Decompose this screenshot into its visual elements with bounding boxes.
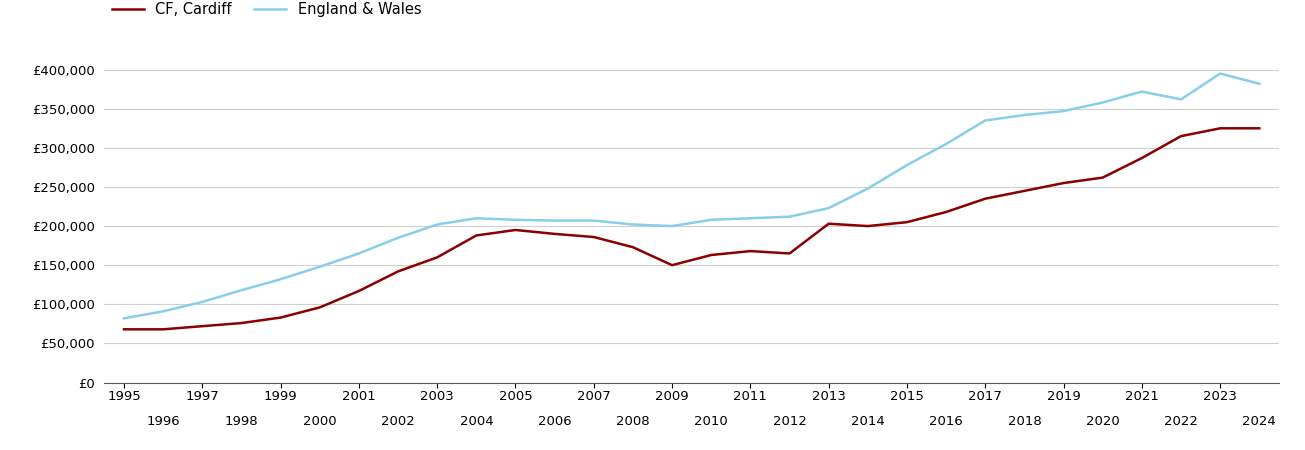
CF, Cardiff	[586, 234, 602, 240]
England & Wales	[1212, 71, 1228, 76]
CF, Cardiff	[547, 231, 562, 237]
Line: CF, Cardiff: CF, Cardiff	[124, 128, 1259, 329]
CF, Cardiff	[1173, 133, 1189, 139]
CF, Cardiff	[508, 227, 523, 233]
England & Wales	[390, 235, 406, 240]
England & Wales	[1017, 112, 1032, 118]
England & Wales	[1095, 100, 1111, 105]
England & Wales	[508, 217, 523, 222]
CF, Cardiff	[1212, 126, 1228, 131]
CF, Cardiff	[390, 269, 406, 274]
England & Wales	[273, 277, 288, 282]
England & Wales	[664, 223, 680, 229]
CF, Cardiff	[782, 251, 797, 256]
England & Wales	[155, 309, 171, 314]
CF, Cardiff	[1134, 155, 1150, 161]
England & Wales	[547, 218, 562, 223]
England & Wales	[234, 288, 249, 293]
England & Wales	[1056, 108, 1071, 114]
CF, Cardiff	[1251, 126, 1267, 131]
England & Wales	[351, 251, 367, 256]
England & Wales	[703, 217, 719, 222]
England & Wales	[899, 162, 915, 168]
England & Wales	[116, 315, 132, 321]
CF, Cardiff	[1095, 175, 1111, 180]
CF, Cardiff	[664, 262, 680, 268]
CF, Cardiff	[234, 320, 249, 326]
England & Wales	[977, 118, 993, 123]
CF, Cardiff	[743, 248, 758, 254]
CF, Cardiff	[860, 223, 876, 229]
England & Wales	[429, 222, 445, 227]
CF, Cardiff	[351, 288, 367, 294]
England & Wales	[312, 264, 328, 270]
England & Wales	[1134, 89, 1150, 94]
CF, Cardiff	[1056, 180, 1071, 186]
CF, Cardiff	[977, 196, 993, 202]
CF, Cardiff	[938, 209, 954, 215]
CF, Cardiff	[821, 221, 837, 226]
England & Wales	[194, 299, 210, 305]
CF, Cardiff	[625, 244, 641, 250]
England & Wales	[782, 214, 797, 220]
England & Wales	[1251, 81, 1267, 86]
England & Wales	[625, 222, 641, 227]
England & Wales	[938, 141, 954, 147]
CF, Cardiff	[899, 220, 915, 225]
England & Wales	[743, 216, 758, 221]
Legend: CF, Cardiff, England & Wales: CF, Cardiff, England & Wales	[112, 2, 422, 17]
Line: England & Wales: England & Wales	[124, 73, 1259, 318]
England & Wales	[586, 218, 602, 223]
CF, Cardiff	[312, 305, 328, 310]
CF, Cardiff	[194, 324, 210, 329]
CF, Cardiff	[116, 327, 132, 332]
CF, Cardiff	[468, 233, 484, 238]
CF, Cardiff	[273, 315, 288, 320]
CF, Cardiff	[429, 255, 445, 260]
CF, Cardiff	[155, 327, 171, 332]
England & Wales	[468, 216, 484, 221]
CF, Cardiff	[703, 252, 719, 258]
CF, Cardiff	[1017, 188, 1032, 194]
England & Wales	[821, 205, 837, 211]
England & Wales	[860, 186, 876, 191]
England & Wales	[1173, 97, 1189, 102]
